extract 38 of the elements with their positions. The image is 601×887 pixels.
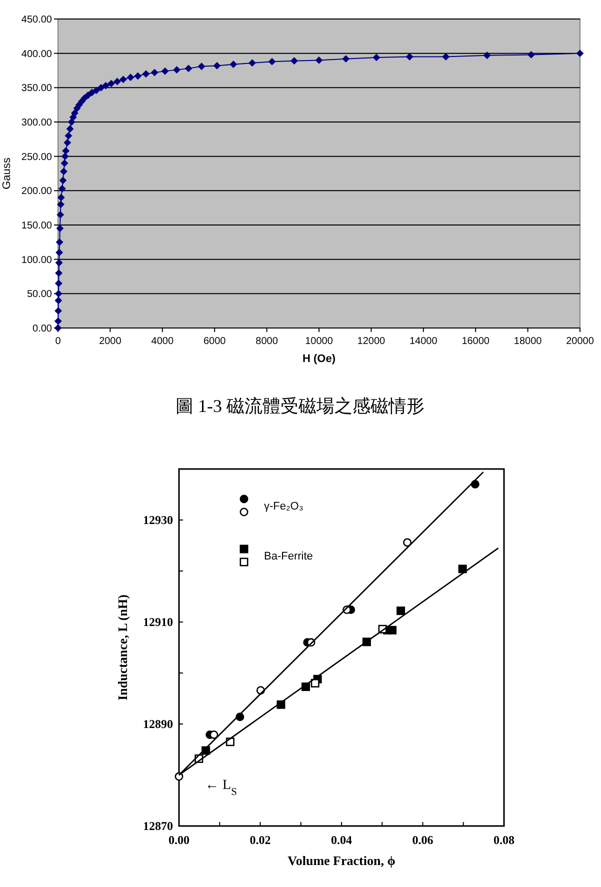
x-tick-label: 20000	[566, 336, 594, 347]
y-tick-label: 400.00	[21, 48, 52, 60]
legend-label: Ba-Ferrite	[264, 550, 313, 562]
x-tick-label: 16000	[462, 336, 490, 347]
x-axis-title: Volume Fraction, ϕ	[288, 853, 396, 868]
y-tick-label: 12890	[143, 717, 173, 732]
x-tick-label: 4000	[151, 336, 174, 347]
y-tick-label: 0.00	[32, 324, 52, 334]
x-tick-label: 12000	[357, 336, 386, 347]
x-tick-label: 0.08	[494, 833, 514, 847]
y-tick-label: 450.00	[21, 14, 52, 26]
x-tick-label: 0.06	[412, 833, 434, 847]
y-tick-label: 200.00	[21, 186, 52, 198]
legend-label: γ-Fe₂O₃	[264, 500, 304, 512]
x-tick-label: 0.02	[250, 833, 271, 847]
x-tick-label: 14000	[409, 336, 438, 347]
y-axis-title: Gauss	[1, 157, 13, 190]
y-axis-title: Inductance, L (nH)	[115, 594, 130, 700]
y-tick-label: 300.00	[21, 118, 52, 128]
y-tick-label: 150.00	[21, 220, 52, 232]
y-tick-label: 100.00	[21, 254, 52, 266]
x-tick-label: 0	[55, 336, 62, 347]
x-tick-label: 8000	[256, 336, 278, 347]
x-tick-label: 0.00	[168, 833, 190, 847]
y-tick-label: 250.00	[21, 152, 52, 163]
x-tick-label: 18000	[514, 336, 542, 347]
x-tick-label: 2000	[99, 336, 122, 347]
caption: 圖 1-3 磁流體受磁場之感磁情形	[176, 396, 424, 416]
x-tick-label: 10000	[305, 336, 334, 347]
y-tick-label: 12930	[143, 513, 173, 528]
x-tick-label: 0.04	[331, 833, 352, 847]
x-tick-label: 6000	[203, 336, 226, 347]
annotation: ← L$_{S}$	[205, 778, 238, 798]
x-axis-title: H (Oe)	[302, 353, 336, 365]
y-tick-label: 350.00	[21, 83, 52, 94]
y-tick-label: 12870	[143, 819, 173, 834]
y-tick-label: 12910	[143, 615, 173, 630]
y-tick-label: 50.00	[26, 289, 52, 300]
